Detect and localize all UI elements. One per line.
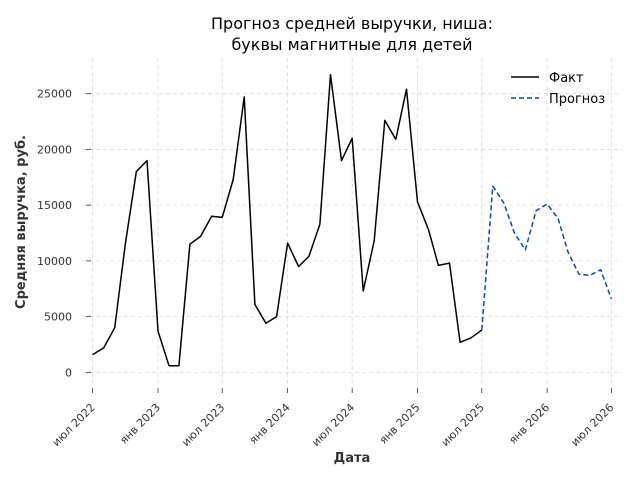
x-tick-label: янв 2026 xyxy=(506,401,552,447)
x-tick-label: июл 2026 xyxy=(568,401,616,449)
y-tick-label: 10000 xyxy=(37,255,72,268)
x-tick-label: июл 2024 xyxy=(309,401,357,449)
y-axis: 0 5000 10000 15000 20000 25000 xyxy=(37,88,91,379)
y-tick-label: 0 xyxy=(65,366,72,379)
series-line-forecast xyxy=(481,185,613,331)
y-tick-label: 20000 xyxy=(37,143,72,156)
legend: Факт Прогноз xyxy=(511,71,605,107)
series-lines xyxy=(92,73,613,367)
chart-title-line-2: буквы магнитные для детей xyxy=(231,35,472,54)
legend-label-forecast: Прогноз xyxy=(549,92,605,107)
y-tick-label: 15000 xyxy=(37,199,72,212)
y-tick-label: 25000 xyxy=(37,88,72,101)
grid xyxy=(82,58,622,388)
chart-title-line-1: Прогноз средней выручки, ниша: xyxy=(211,14,493,33)
x-tick-label: июл 2023 xyxy=(179,401,227,449)
legend-label-fact: Факт xyxy=(549,71,584,86)
x-tick-label: янв 2023 xyxy=(117,401,163,447)
x-axis-label: Дата xyxy=(334,451,371,466)
x-axis: июл 2022 янв 2023 июл 2023 янв 2024 июл 2024… xyxy=(50,388,616,449)
x-tick-label: янв 2025 xyxy=(377,401,423,447)
x-tick-label: июл 2022 xyxy=(50,401,98,449)
y-tick-label: 5000 xyxy=(44,311,72,324)
y-axis-label: Средняя выручка, руб. xyxy=(14,135,29,309)
x-tick-label: июл 2025 xyxy=(439,401,487,449)
x-tick-label: янв 2024 xyxy=(247,401,293,447)
